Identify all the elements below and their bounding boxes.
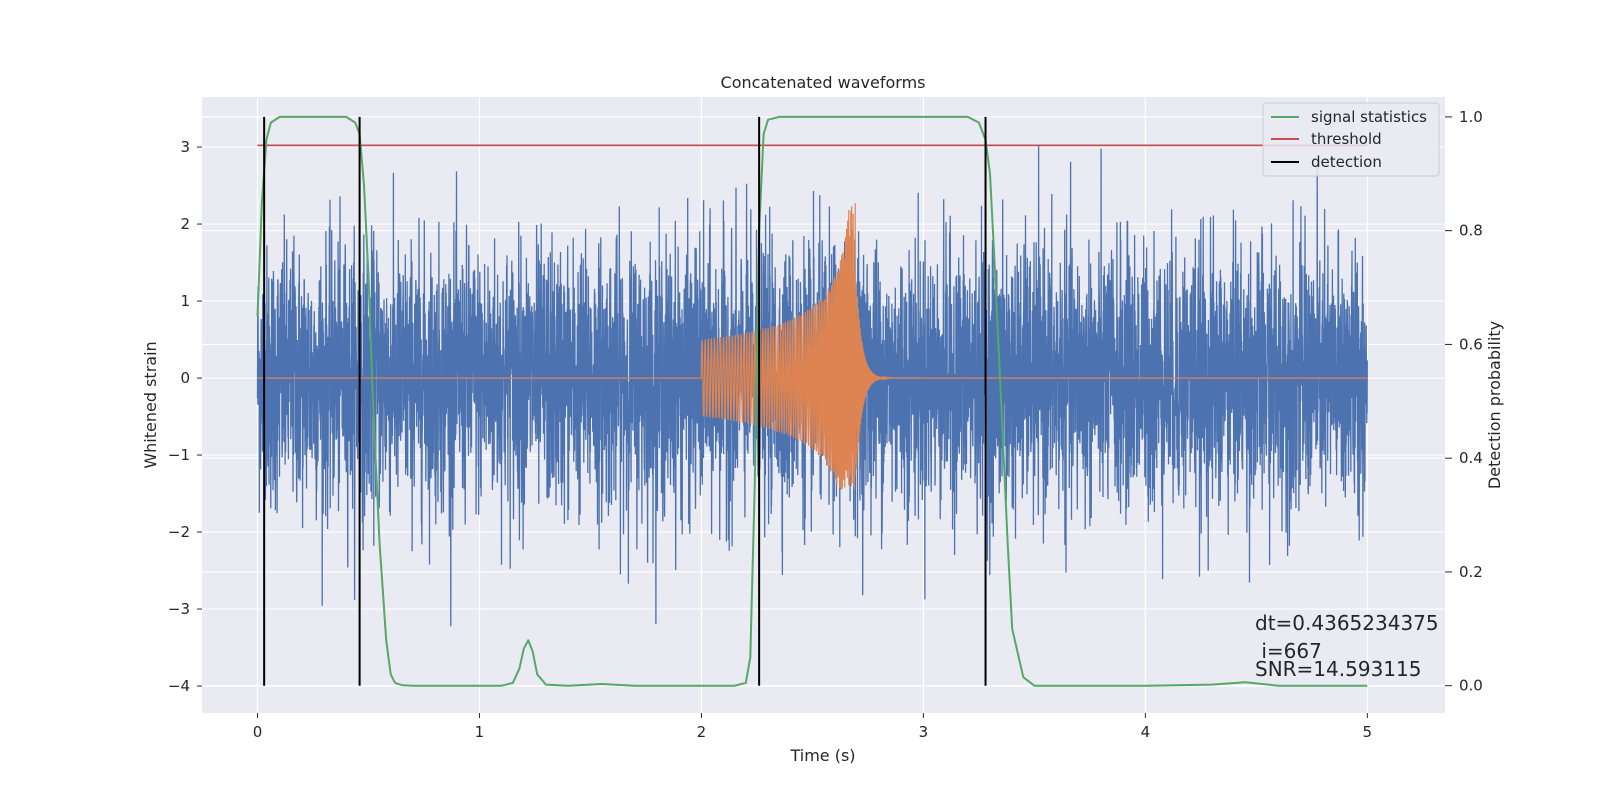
y2-tick-label: 1.0 <box>1459 108 1483 126</box>
y-tick-label: −1 <box>168 446 190 464</box>
y2-tick-label: 0.2 <box>1459 563 1483 581</box>
series-layer <box>256 115 1368 687</box>
legend-box <box>1262 102 1440 177</box>
annotation-snr: SNR=14.593115 <box>1255 657 1421 681</box>
y2-tick-label: 0.4 <box>1459 449 1483 467</box>
x-tick-label: 0 <box>253 723 263 741</box>
series-signal-statistics-line <box>256 115 1368 687</box>
series-waveform-line <box>257 203 1368 490</box>
legend: signal statistics threshold detection <box>1262 102 1440 177</box>
annotation-dt: dt=0.4365234375 <box>1255 611 1439 635</box>
x-tick-label: 2 <box>697 723 707 741</box>
chart-title: Concatenated waveforms <box>721 73 926 92</box>
x-axis-label: Time (s) <box>789 746 855 765</box>
y-tick-label: 2 <box>180 215 190 233</box>
legend-label-threshold: threshold <box>1311 130 1382 148</box>
y-tick-label: 1 <box>180 292 190 310</box>
y2-tick-label: 0.8 <box>1459 222 1483 240</box>
y-tick-label: 0 <box>180 369 190 387</box>
x-tick-label: 1 <box>475 723 485 741</box>
y-tick-label: −3 <box>168 600 190 618</box>
y-tick-label: 3 <box>180 138 190 156</box>
y-tick-label: −4 <box>168 677 190 695</box>
y2-tick-label: 0.0 <box>1459 677 1483 695</box>
legend-label-signal-statistics: signal statistics <box>1311 108 1427 126</box>
y2-tick-label: 0.6 <box>1459 335 1483 353</box>
ticks-layer: 0 1 2 3 4 5 −4 −3 −2 −1 0 1 2 3 0.0 0.2 0.4 0.6 0.8 1.0 <box>168 108 1483 741</box>
y2-axis-label: Detection probability <box>1485 321 1504 489</box>
y-tick-label: −2 <box>168 523 190 541</box>
x-tick-label: 5 <box>1363 723 1373 741</box>
legend-label-detection: detection <box>1311 153 1382 171</box>
x-tick-label: 3 <box>919 723 929 741</box>
x-tick-label: 4 <box>1141 723 1151 741</box>
y-axis-label: Whitened strain <box>141 341 160 468</box>
annotation-index: i=667 <box>1255 639 1322 663</box>
